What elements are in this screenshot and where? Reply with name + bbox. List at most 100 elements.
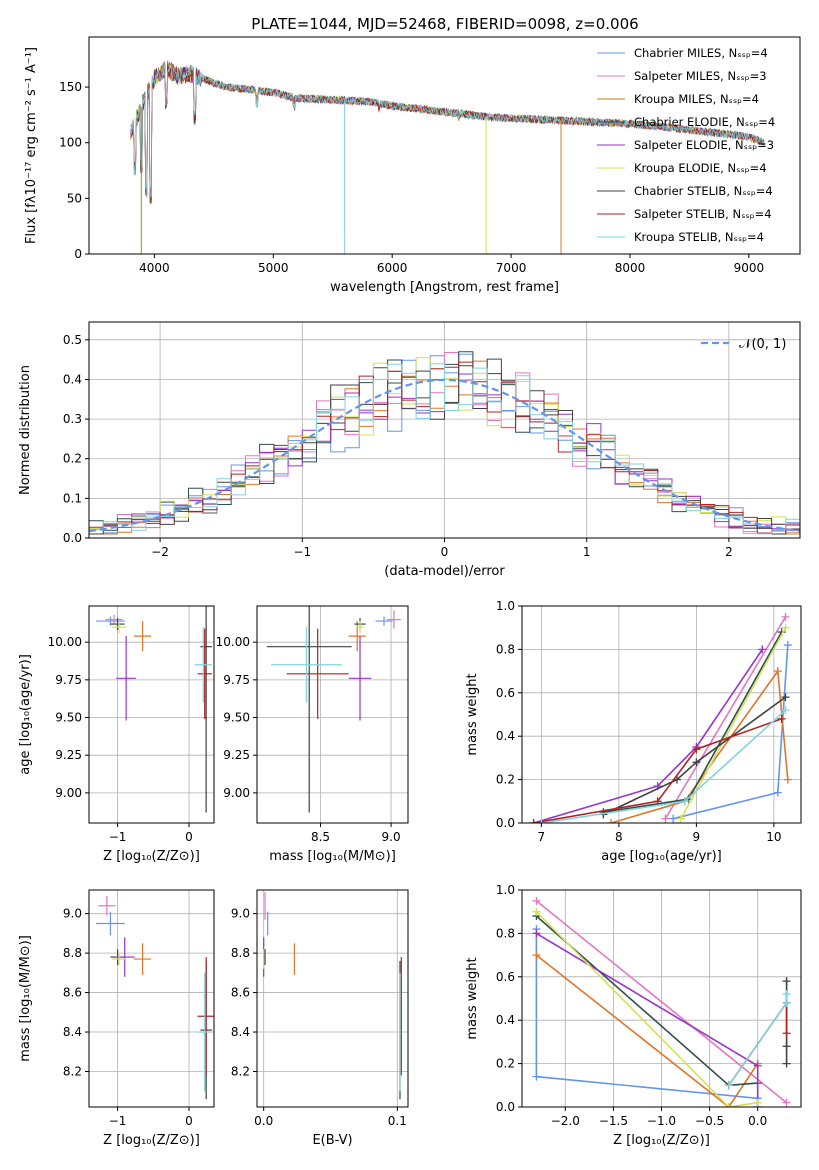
mass-weight-marker — [773, 667, 782, 676]
mass-weight-line — [664, 616, 787, 820]
y-tick-label: 8.8 — [63, 946, 82, 960]
x-tick-label: 0 — [185, 1114, 193, 1128]
y-tick-label: 0.0 — [496, 816, 515, 830]
x-axis-label: mass [log₁₀(M/M⊙)] — [269, 849, 396, 864]
mass-weight-marker — [607, 819, 616, 823]
plot-area — [522, 890, 801, 1107]
y-tick-label: 150 — [59, 80, 82, 94]
x-tick-label: 0 — [441, 545, 449, 559]
x-axis-label: E(B-V) — [312, 1133, 352, 1148]
mass-weight-line — [541, 709, 787, 823]
mass-weight-line — [535, 915, 758, 1087]
x-tick-label: 8.5 — [311, 830, 330, 844]
x-tick-label: 8 — [615, 830, 623, 844]
mass-weight-marker — [532, 896, 541, 905]
residual-histogram — [89, 359, 800, 535]
x-tick-label: −2.0 — [551, 1114, 580, 1128]
y-tick-label: 8.2 — [231, 1064, 250, 1078]
mass-weight-marker — [753, 1061, 762, 1070]
mass-weight-line — [533, 718, 782, 823]
x-tick-label: 9.0 — [382, 830, 401, 844]
y-axis-label: mass weight — [465, 957, 480, 1039]
y-tick-label: 0.6 — [496, 970, 515, 984]
x-tick-label: 5000 — [258, 261, 289, 275]
legend-entry: Kroupa STELIB, Nₛₛₚ=4 — [634, 230, 764, 244]
mass-weight-marker — [680, 797, 689, 806]
mass-weight-line — [535, 929, 759, 1107]
y-tick-label: 9.75 — [223, 673, 250, 687]
x-tick-label: 9000 — [734, 261, 765, 275]
legend-entry: Kroupa ELODIE, Nₛₛₚ=4 — [634, 161, 767, 175]
age-vs-mass-panel: 8.5 9.0 9.00 9.25 9.50 9.75 10.00 mass [log₁₀(M… — [216, 605, 409, 864]
x-tick-label: −1 — [109, 830, 127, 844]
y-tick-label: 0.0 — [63, 531, 82, 545]
plot-area — [522, 606, 801, 823]
y-tick-label: 9.25 — [223, 748, 250, 762]
age-vs-metallicity-panel: −1 0 9.00 9.25 9.50 9.75 10.00 Z [log₁₀(Z/Z⊙)] a… — [18, 605, 215, 864]
mass-weight-marker — [758, 645, 767, 654]
mass-weight-marker — [529, 819, 538, 823]
x-axis-label: Z [log₁₀(Z/Z⊙)] — [103, 1133, 200, 1148]
y-tick-label: 9.0 — [231, 907, 250, 921]
y-tick-label: 0 — [74, 247, 82, 261]
x-tick-label: 1 — [583, 545, 591, 559]
y-axis-label: Flux [fλ10⁻¹⁷ erg cm⁻² s⁻¹ A⁻¹] — [24, 47, 39, 244]
mass-vs-metallicity-panel: −1 0 8.2 8.4 8.6 8.8 9.0 Z [log₁₀(Z/Z⊙)] mass [l… — [18, 889, 215, 1148]
mass-weight-marker — [532, 951, 541, 960]
axes-frame — [256, 889, 409, 1108]
mass-weight-vs-age-panel: 7 8 9 10 0.0 0.2 0.4 0.6 0.8 1.0 age [log₁₀(age/yr… — [465, 599, 802, 864]
mass-weight-marker — [661, 814, 670, 823]
x-tick-label: 2 — [725, 545, 733, 559]
mass-weight-marker — [692, 758, 701, 767]
y-tick-label: 9.00 — [223, 786, 250, 800]
mass-weight-marker — [777, 714, 786, 723]
legend-entry: Kroupa MILES, Nₛₛₚ=4 — [634, 92, 759, 106]
plot-area — [89, 890, 214, 1107]
y-axis-label: mass [log₁₀(M/M⊙)] — [18, 935, 33, 1062]
mass-weight-line — [535, 954, 759, 1107]
x-tick-label: 7 — [538, 830, 546, 844]
legend-entry: Salpeter MILES, Nₛₛₚ=3 — [634, 69, 767, 83]
plot-area — [89, 606, 214, 823]
x-tick-label: 4000 — [139, 261, 170, 275]
x-tick-label: 0.0 — [748, 1114, 767, 1128]
y-tick-label: 0.3 — [63, 412, 82, 426]
axes-frame — [521, 889, 802, 1108]
mass-weight-marker — [653, 797, 662, 806]
y-tick-label: 0.2 — [496, 773, 515, 787]
x-tick-label: −1 — [109, 1114, 127, 1128]
y-tick-label: 10.00 — [216, 635, 250, 649]
plot-area — [130, 60, 765, 254]
x-axis-label: Z [log₁₀(Z/Z⊙)] — [613, 1133, 710, 1148]
mass-weight-marker — [781, 706, 790, 715]
mass-weight-vs-metallicity-panel: −2.0 −1.5 −1.0 −0.5 0.0 0.0 0.2 0.4 0.6 0.8 1.0 Z [… — [465, 883, 802, 1148]
y-tick-label: 1.0 — [496, 599, 515, 613]
y-tick-label: 0.6 — [496, 686, 515, 700]
mass-weight-marker — [724, 1103, 733, 1107]
x-tick-label: 9 — [693, 830, 701, 844]
y-tick-label: 0.4 — [496, 1013, 515, 1027]
legend-entry: Chabrier STELIB, Nₛₛₚ=4 — [634, 184, 773, 198]
normal-curve — [89, 378, 800, 533]
mass-weight-marker — [782, 998, 791, 1007]
spectrum-line — [130, 61, 765, 204]
y-tick-label: 0.2 — [496, 1057, 515, 1071]
mass-weight-marker — [532, 907, 541, 916]
figure-title: PLATE=1044, MJD=52468, FIBERID=0098, z=0… — [251, 15, 638, 33]
mass-weight-marker — [692, 745, 701, 754]
x-tick-label: 0.0 — [254, 1114, 273, 1128]
mass-weight-marker — [782, 977, 791, 986]
x-tick-label: −0.5 — [695, 1114, 724, 1128]
y-tick-label: 0.8 — [496, 926, 515, 940]
y-tick-label: 8.6 — [63, 986, 82, 1000]
y-tick-label: 0.5 — [63, 333, 82, 347]
axes-frame — [88, 36, 801, 255]
mass-weight-marker — [782, 1042, 791, 1051]
spectrum-panel: 4000 5000 6000 7000 8000 9000 0 50 100 150 wavelen… — [24, 36, 801, 295]
mass-weight-marker — [782, 1059, 791, 1068]
y-tick-label: 10.00 — [48, 635, 82, 649]
y-tick-label: 0.4 — [63, 372, 82, 386]
x-axis-label: wavelength [Angstrom, rest frame] — [330, 280, 559, 295]
x-tick-label: 7000 — [496, 261, 527, 275]
